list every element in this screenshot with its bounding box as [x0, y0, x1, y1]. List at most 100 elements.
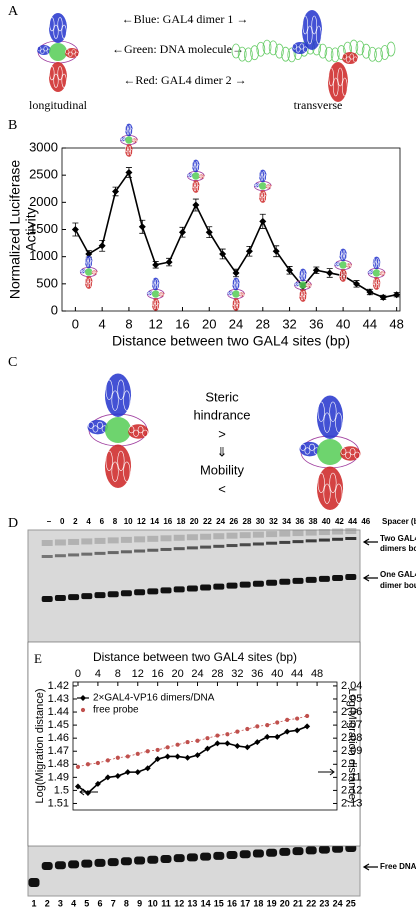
protein-helix [339, 250, 342, 257]
dna [232, 290, 240, 298]
panel-label: A [8, 4, 19, 19]
point [112, 187, 120, 195]
protein-helix [300, 293, 304, 301]
point [165, 745, 170, 750]
x-tick-label: 0 [72, 316, 79, 331]
diagram-text: > [218, 426, 226, 441]
protein-helix [151, 299, 155, 307]
point [94, 780, 101, 787]
y-axis-label: Activity [23, 207, 39, 251]
gel-band [305, 576, 317, 583]
gel-band [226, 544, 238, 548]
gel-smear [134, 536, 146, 543]
protein-helix [126, 128, 130, 135]
protein-helix [71, 49, 76, 55]
protein-helix [328, 67, 335, 87]
point [265, 723, 270, 728]
protein-helix [125, 145, 128, 153]
protein-helix [117, 450, 125, 471]
point [80, 707, 86, 713]
protein-helix [193, 184, 197, 192]
gel-band [186, 853, 198, 862]
point [155, 747, 160, 753]
protein-helix [88, 257, 91, 264]
point [178, 228, 186, 236]
protein-helix [342, 270, 346, 278]
legend-text: ←Blue: GAL4 dimer 1 → [122, 12, 249, 26]
molecule [79, 255, 98, 289]
protein-helix [374, 261, 377, 268]
gel-band [54, 861, 66, 870]
x-tick-label: 4 [95, 668, 101, 680]
x-tick-label: 44 [363, 316, 377, 331]
gel-band [54, 554, 66, 558]
point [305, 713, 310, 719]
gel-band [305, 539, 317, 543]
protein-helix [309, 443, 315, 451]
protein-helix [299, 43, 305, 50]
point [204, 745, 211, 752]
spacer-label: 38 [309, 517, 318, 526]
protein-helix [162, 293, 165, 297]
gel-smear [239, 532, 251, 539]
molecule [37, 13, 79, 92]
spacer-label: 36 [295, 517, 304, 526]
y-tick-label: 1.44 [48, 706, 69, 718]
protein-helix [157, 282, 160, 289]
y2-tick-label: 2.1 [341, 758, 356, 770]
caption: transverse [294, 98, 343, 112]
plot-frame [61, 147, 401, 312]
gel-smear [147, 535, 159, 542]
protein-helix [97, 421, 103, 429]
lane-number: 23 [319, 898, 329, 908]
protein-helix [74, 51, 79, 57]
protein-helix [340, 448, 347, 456]
protein-helix [342, 250, 346, 257]
lane-number: 6 [97, 898, 102, 908]
protein-helix [374, 281, 377, 289]
protein-helix [126, 148, 130, 156]
gel-smear [292, 530, 304, 537]
protein-helix [61, 73, 67, 88]
point [284, 728, 291, 735]
protein-helix [128, 145, 132, 153]
protein-helix [302, 15, 309, 35]
y-tick-label: 1.42 [48, 680, 69, 692]
protein-helix [233, 302, 237, 310]
protein-helix [323, 412, 331, 433]
protein-helix [304, 447, 311, 455]
dna-helix [386, 41, 396, 57]
protein-helix [262, 191, 265, 199]
dna [104, 416, 132, 444]
protein-helix [197, 164, 200, 171]
lane-number: 7 [111, 898, 116, 908]
molecule [186, 159, 205, 193]
dna-helix [380, 45, 390, 60]
gel-band [266, 848, 278, 857]
protein-helix [376, 278, 379, 286]
molecule [146, 277, 165, 311]
lane-number: 9 [137, 898, 142, 908]
point [95, 760, 101, 766]
spacer-label: 26 [229, 517, 238, 526]
gel-band [252, 849, 264, 858]
dna-helix [237, 46, 247, 62]
lane-number: 21 [293, 898, 303, 908]
protein-helix [155, 279, 158, 286]
protein-helix [53, 73, 59, 88]
point [234, 743, 241, 749]
gel-band [107, 551, 119, 555]
x-tick-label: 28 [256, 316, 270, 331]
x-tick-label: 16 [152, 668, 164, 680]
lane-number: 22 [306, 898, 316, 908]
protein-helix [335, 483, 343, 504]
gel-smear [120, 536, 132, 543]
point [205, 228, 213, 236]
protein-helix [125, 125, 128, 132]
x-tick-label: 4 [99, 316, 106, 331]
gel-smear [81, 538, 93, 545]
legend-text: ←Green: DNA molecule→ [112, 42, 244, 56]
protein-helix [235, 279, 239, 286]
protein-helix [295, 46, 301, 53]
protein-helix [339, 270, 342, 278]
